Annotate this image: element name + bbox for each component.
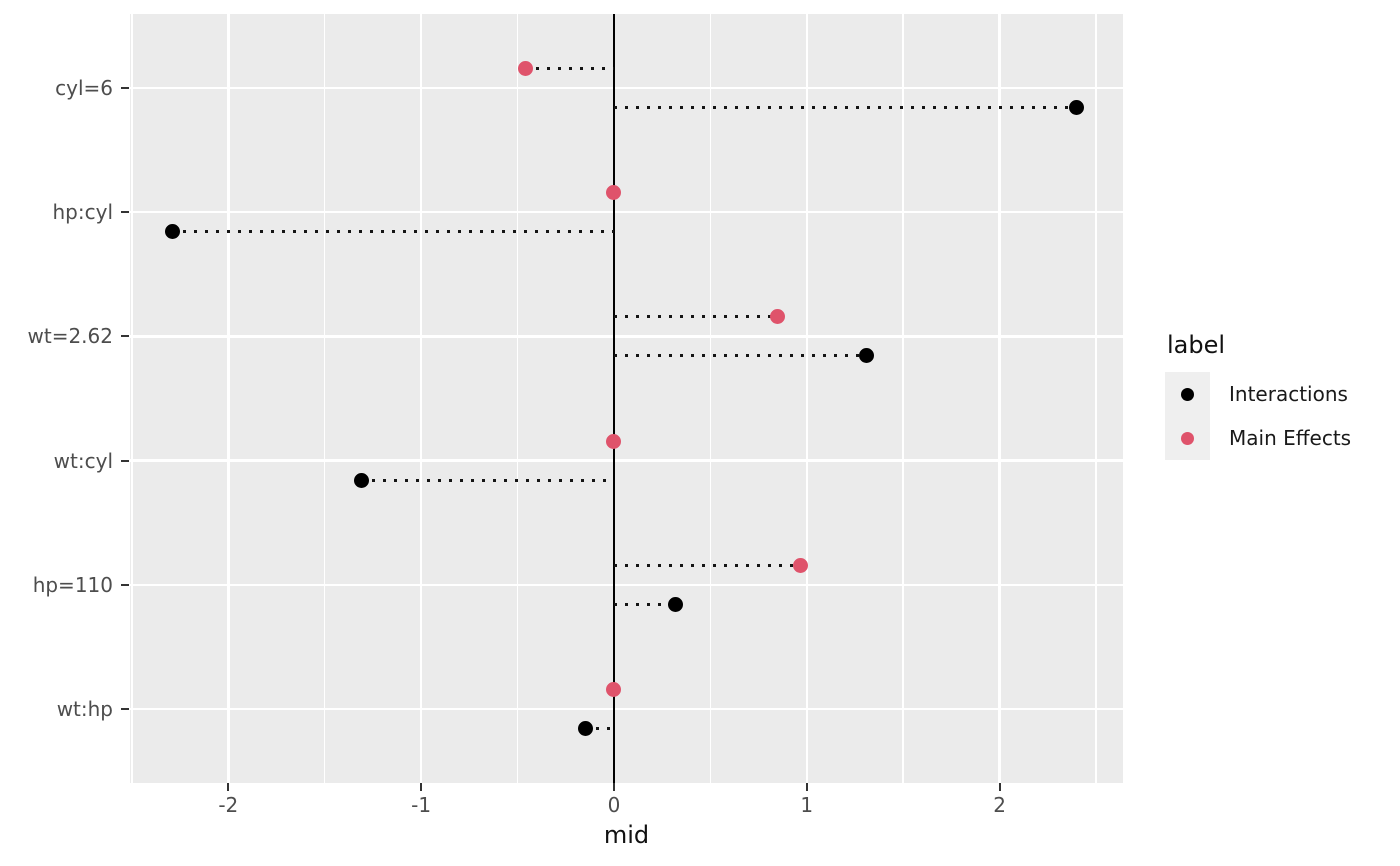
data-point-interactions — [164, 224, 180, 240]
gridline-major-vertical — [227, 14, 230, 783]
stem-dotted-line — [613, 602, 676, 606]
x-axis-tick — [612, 783, 615, 791]
y-axis-category-label: wt=2.62 — [27, 324, 114, 349]
x-axis-title: mid — [603, 821, 650, 849]
legend-item: Main Effects — [1165, 416, 1351, 460]
stem-dotted-line — [613, 354, 867, 358]
data-point-main-effects — [793, 557, 809, 573]
gridline-major-horizontal — [130, 335, 1123, 338]
legend-key — [1165, 416, 1210, 460]
y-axis-category-label: hp=110 — [32, 572, 113, 597]
data-point-interactions — [668, 596, 684, 612]
x-axis-tick — [227, 783, 230, 791]
legend-dot-icon — [1181, 387, 1194, 401]
gridline-major-horizontal — [130, 707, 1123, 711]
data-point-interactions — [353, 472, 369, 488]
stem-dotted-line — [613, 315, 778, 319]
gridline-minor-vertical — [131, 14, 133, 783]
stem-dotted-line — [613, 563, 801, 567]
data-point-main-effects — [517, 61, 533, 76]
data-point-main-effects — [770, 309, 786, 325]
y-axis-tick — [121, 211, 129, 214]
y-axis-tick — [121, 335, 129, 338]
gridline-minor-vertical — [323, 14, 326, 783]
y-axis-tick — [121, 583, 129, 586]
data-point-interactions — [1069, 99, 1085, 115]
gridline-minor-vertical — [516, 14, 519, 783]
gridline-major-horizontal — [130, 86, 1123, 90]
gridline-major-horizontal — [130, 583, 1123, 587]
y-axis-tick — [121, 459, 129, 462]
gridline-minor-vertical — [709, 14, 712, 783]
gridline-major-vertical — [998, 14, 1001, 783]
gridline-major-horizontal — [130, 459, 1123, 462]
x-axis-tick-label: -1 — [411, 793, 432, 817]
legend-item-label: Interactions — [1229, 382, 1348, 406]
stem-dotted-line — [585, 726, 614, 730]
stem-dotted-line — [613, 105, 1077, 109]
x-axis-tick-label: 0 — [607, 793, 621, 817]
x-axis-tick-label: -2 — [218, 793, 239, 817]
legend-title: label — [1167, 331, 1226, 359]
y-axis-category-label: cyl=6 — [55, 76, 113, 100]
y-axis-category-label: wt:cyl — [53, 448, 113, 473]
data-point-main-effects — [606, 185, 622, 201]
gridline-minor-vertical — [902, 14, 904, 783]
y-axis-category-label: wt:hp — [56, 697, 113, 721]
gridline-major-vertical — [805, 14, 809, 783]
y-axis-tick — [121, 708, 129, 710]
gridline-major-horizontal — [130, 210, 1123, 214]
plot-panel — [130, 14, 1123, 783]
legend: label Interactions Main Effects — [1165, 331, 1351, 460]
gridline-minor-vertical — [1095, 14, 1097, 783]
data-point-interactions — [859, 348, 875, 364]
stem-dotted-line — [361, 478, 614, 482]
x-axis-tick-label: 2 — [993, 793, 1006, 817]
stem-dotted-line — [525, 67, 614, 70]
legend-item: Interactions — [1165, 372, 1351, 416]
legend-items: Interactions Main Effects — [1165, 372, 1351, 460]
x-axis-tick — [420, 783, 423, 791]
y-axis-tick — [121, 87, 129, 89]
gridline-major-vertical — [419, 14, 423, 783]
x-axis-tick-label: 1 — [800, 793, 814, 817]
legend-key — [1165, 372, 1210, 416]
legend-dot-icon — [1181, 431, 1194, 445]
stem-dotted-line — [172, 230, 614, 234]
x-axis-tick — [805, 783, 808, 791]
x-axis-tick — [998, 783, 1001, 791]
y-axis-category-label: hp:cyl — [52, 200, 114, 225]
data-point-interactions — [577, 720, 593, 736]
legend-item-label: Main Effects — [1229, 426, 1352, 450]
data-point-main-effects — [606, 433, 622, 449]
data-point-main-effects — [606, 682, 622, 697]
zero-baseline — [612, 14, 615, 783]
